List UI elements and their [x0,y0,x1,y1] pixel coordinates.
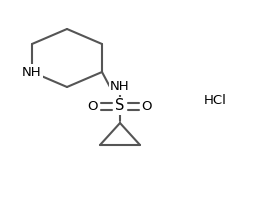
Text: S: S [115,99,125,114]
Text: O: O [142,100,152,113]
Text: HCl: HCl [204,95,227,107]
Text: O: O [88,100,98,113]
Text: NH: NH [22,65,42,79]
Text: NH: NH [110,81,130,94]
